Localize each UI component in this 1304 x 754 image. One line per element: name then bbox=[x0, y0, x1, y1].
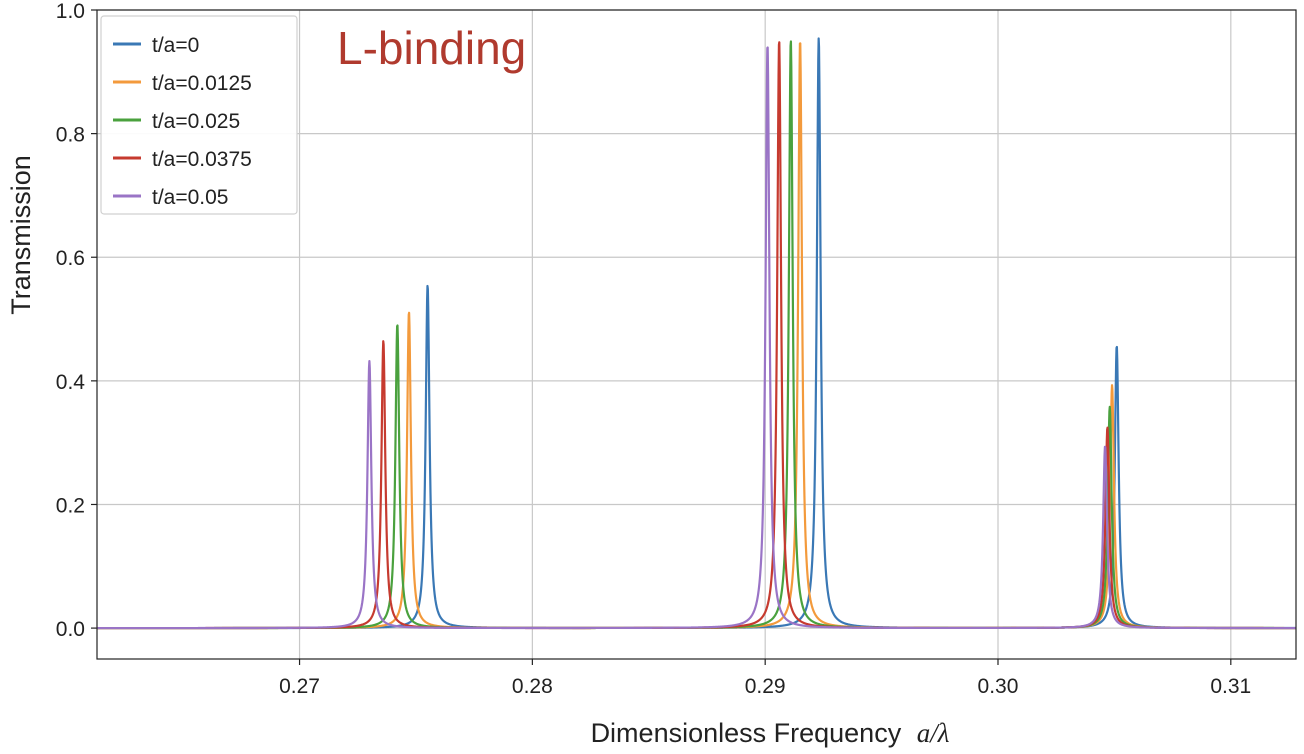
y-tick-label: 0.0 bbox=[56, 618, 85, 641]
axis-ticks: 0.27 0.28 0.29 0.30 0.31 0.0 0.2 0.4 0.6 0.8 1.0 bbox=[56, 0, 1251, 698]
x-tick-label: 0.27 bbox=[279, 675, 320, 698]
annotation-label: L-binding bbox=[337, 22, 526, 74]
x-tick-label: 0.30 bbox=[978, 675, 1019, 698]
series-4 bbox=[96, 43, 1297, 630]
x-axis-title-math: a/λ bbox=[917, 718, 950, 748]
plot-frame bbox=[96, 9, 1297, 660]
legend-label: t/a=0 bbox=[152, 34, 199, 57]
x-tick-label: 0.29 bbox=[745, 675, 786, 698]
y-tick-label: 0.4 bbox=[56, 371, 86, 394]
x-tick-label: 0.31 bbox=[1210, 675, 1251, 698]
y-axis-title: Transmission bbox=[6, 155, 36, 315]
y-tick-label: 0.6 bbox=[56, 247, 85, 270]
x-axis-title: Dimensionless Frequency a/λ bbox=[591, 718, 950, 748]
legend-label: t/a=0.0125 bbox=[152, 72, 252, 95]
legend-label: t/a=0.025 bbox=[152, 110, 240, 133]
series-layer bbox=[96, 37, 1297, 630]
legend-label: t/a=0.05 bbox=[152, 186, 228, 209]
x-axis-title-text: Dimensionless Frequency bbox=[591, 718, 902, 748]
y-tick-label: 1.0 bbox=[56, 0, 85, 23]
series-line bbox=[96, 46, 1297, 630]
y-tick-label: 0.8 bbox=[56, 124, 85, 147]
x-tick-label: 0.28 bbox=[512, 675, 553, 698]
y-tick-label: 0.2 bbox=[56, 494, 85, 517]
legend: t/a=0 t/a=0.0125 t/a=0.025 t/a=0.0375 t/a=0.… bbox=[100, 15, 298, 215]
legend-label: t/a=0.0375 bbox=[152, 148, 252, 171]
legend-box bbox=[100, 15, 298, 215]
